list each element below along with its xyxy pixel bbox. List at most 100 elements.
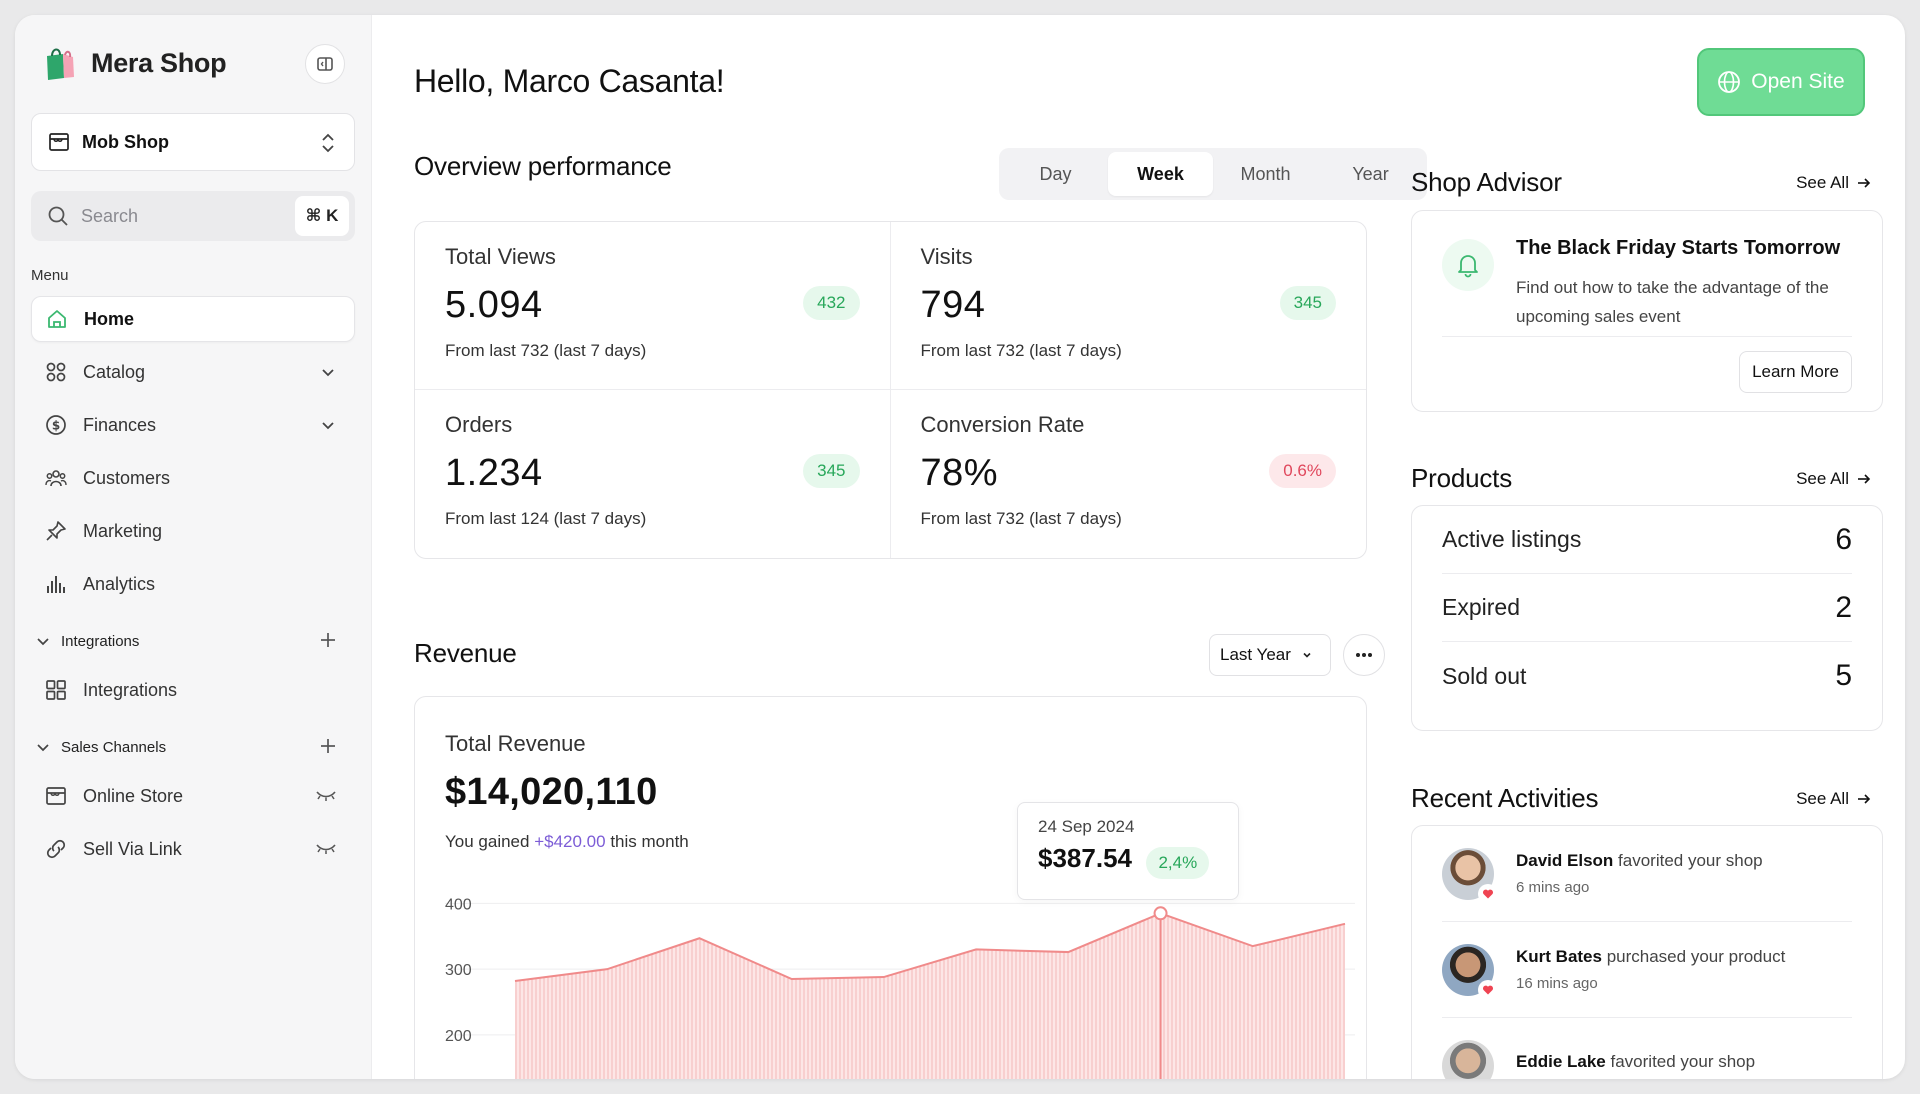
tab-week[interactable]: Week — [1108, 152, 1213, 196]
sidebar-item-analytics[interactable]: Analytics — [31, 561, 355, 607]
activity-item[interactable]: David Elson favorited your shop 6 mins a… — [1442, 826, 1852, 922]
activities-see-all-link[interactable]: See All — [1796, 789, 1871, 809]
revenue-chart[interactable]: 400300200100 — [415, 887, 1368, 1079]
heart-badge-icon — [1478, 979, 1498, 1000]
shop-advisor-header: Shop Advisor See All — [1411, 167, 1883, 203]
brand-name: Mera Shop — [91, 47, 227, 78]
open-site-label: Open Site — [1751, 70, 1845, 93]
chevron-down-icon[interactable] — [319, 363, 337, 381]
sidebar-item-label: Integrations — [83, 679, 178, 700]
sales-channels-group-header[interactable]: Sales Channels — [31, 727, 355, 767]
product-row-active-listings[interactable]: Active listings 6 — [1442, 506, 1852, 574]
stat-subtext: From last 732 (last 7 days) — [920, 509, 1122, 528]
activity-text: David Elson favorited your shop 6 mins a… — [1516, 851, 1763, 896]
store-icon — [49, 133, 69, 151]
grid-icon — [46, 362, 66, 382]
activity-item[interactable]: Kurt Bates purchased your product 16 min… — [1442, 922, 1852, 1018]
tooltip-amount: $387.54 — [1038, 843, 1132, 873]
recent-activities-title: Recent Activities — [1411, 783, 1599, 813]
sidebar-item-online-store[interactable]: Online Store — [31, 773, 355, 819]
activity-text: Kurt Bates purchased your product 16 min… — [1516, 947, 1785, 992]
eye-closed-icon[interactable] — [315, 787, 337, 803]
sidebar-item-label: Catalog — [83, 361, 146, 382]
sidebar-item-catalog[interactable]: Catalog — [31, 349, 355, 395]
stat-badge: 345 — [1279, 286, 1336, 320]
search-input[interactable]: Search ⌘ K — [31, 191, 355, 241]
product-row-expired[interactable]: Expired 2 — [1442, 574, 1852, 642]
period-tabs: Day Week Month Year — [999, 148, 1427, 200]
activity-item[interactable]: Eddie Lake favorited your shop — [1442, 1018, 1852, 1079]
revenue-more-button[interactable] — [1343, 634, 1385, 676]
sidebar-item-finances[interactable]: $ Finances — [31, 402, 355, 448]
chevron-down-icon[interactable] — [319, 416, 337, 434]
revenue-range-select[interactable]: Last Year — [1209, 634, 1331, 676]
stat-badge: 0.6% — [1269, 454, 1336, 488]
activity-action: favorited your shop — [1618, 851, 1763, 870]
main-content: Hello, Marco Casanta! Open Site Overview… — [372, 15, 1905, 1079]
products-header: Products See All — [1411, 463, 1883, 499]
sidebar-item-home[interactable]: Home — [31, 296, 355, 342]
tab-month[interactable]: Month — [1240, 163, 1291, 184]
eye-closed-icon[interactable] — [315, 840, 337, 856]
shopping-bag-logo-icon — [47, 48, 74, 80]
y-tick-label: 400 — [445, 896, 472, 913]
dollar-icon: $ — [46, 415, 66, 435]
see-all-label: See All — [1796, 469, 1849, 488]
arrow-right-icon — [1858, 474, 1871, 484]
recent-activities-card: David Elson favorited your shop 6 mins a… — [1411, 825, 1883, 1079]
activity-action: favorited your shop — [1610, 1051, 1756, 1071]
revenue-title: Revenue — [414, 638, 517, 668]
product-row-sold-out[interactable]: Sold out 5 — [1442, 642, 1852, 710]
overview-title: Overview performance — [414, 151, 672, 181]
chevron-down-icon — [37, 744, 49, 752]
range-select-value: Last Year — [1220, 645, 1291, 664]
sidebar-item-integrations[interactable]: Integrations — [31, 667, 355, 713]
stat-label: Orders — [445, 412, 513, 437]
shop-selector-label: Mob Shop — [82, 131, 169, 152]
plus-icon[interactable] — [319, 631, 337, 649]
stat-subtext: From last 732 (last 7 days) — [920, 341, 1122, 360]
sidebar: Mera Shop Mob Shop Search ⌘ K Menu Home … — [15, 15, 372, 1079]
product-row-label: Active listings — [1442, 526, 1582, 552]
stats-card: Total Views 5.094 From last 732 (last 7 … — [414, 221, 1367, 559]
shop-selector[interactable]: Mob Shop — [31, 113, 355, 171]
sidebar-item-label: Customers — [83, 467, 171, 488]
bell-icon — [1458, 255, 1478, 278]
shop-advisor-see-all-link[interactable]: See All — [1796, 173, 1871, 193]
menu-section-label: Menu — [31, 267, 69, 284]
highlight-point[interactable] — [1153, 906, 1168, 921]
avatar — [1442, 847, 1498, 904]
revenue-area — [515, 913, 1345, 1079]
products-see-all-link[interactable]: See All — [1796, 469, 1871, 489]
stat-value: 1.234 — [445, 452, 543, 494]
integrations-group-header[interactable]: Integrations — [31, 621, 355, 661]
sidebar-item-customers[interactable]: Customers — [31, 455, 355, 501]
sidebar-item-sell-via-link[interactable]: Sell Via Link — [31, 826, 355, 872]
plus-icon[interactable] — [319, 737, 337, 755]
recent-activities-header: Recent Activities See All — [1411, 783, 1883, 819]
sidebar-item-marketing[interactable]: Marketing — [31, 508, 355, 554]
advisor-card-description: Find out how to take the advantage of th… — [1516, 278, 1829, 326]
product-row-value: 5 — [1835, 659, 1852, 692]
see-all-label: See All — [1796, 789, 1849, 808]
arrow-right-icon — [1858, 794, 1871, 804]
search-shortcut: ⌘ K — [295, 196, 349, 236]
stat-value: 5.094 — [445, 284, 543, 326]
bell-icon-wrapper — [1442, 239, 1494, 291]
chart-tooltip: 24 Sep 2024 $387.54 2,4% — [1017, 802, 1239, 900]
sidebar-item-label: Sell Via Link — [83, 838, 182, 859]
learn-more-button[interactable]: Learn More — [1739, 351, 1852, 393]
collapse-sidebar-button[interactable] — [305, 44, 345, 84]
open-site-button[interactable]: Open Site — [1697, 48, 1865, 116]
link-icon — [46, 839, 66, 859]
sidebar-item-label: Analytics — [83, 573, 156, 594]
avatar — [1442, 943, 1498, 1000]
brand[interactable]: Mera Shop — [31, 39, 355, 87]
activity-line: Eddie Lake favorited your shop — [1516, 1052, 1755, 1072]
stat-badge: 345 — [803, 454, 860, 488]
tab-day[interactable]: Day — [1039, 163, 1072, 184]
tab-year[interactable]: Year — [1352, 163, 1389, 184]
search-placeholder: Search — [81, 205, 139, 226]
stat-label: Visits — [920, 244, 973, 269]
users-icon — [45, 470, 67, 487]
